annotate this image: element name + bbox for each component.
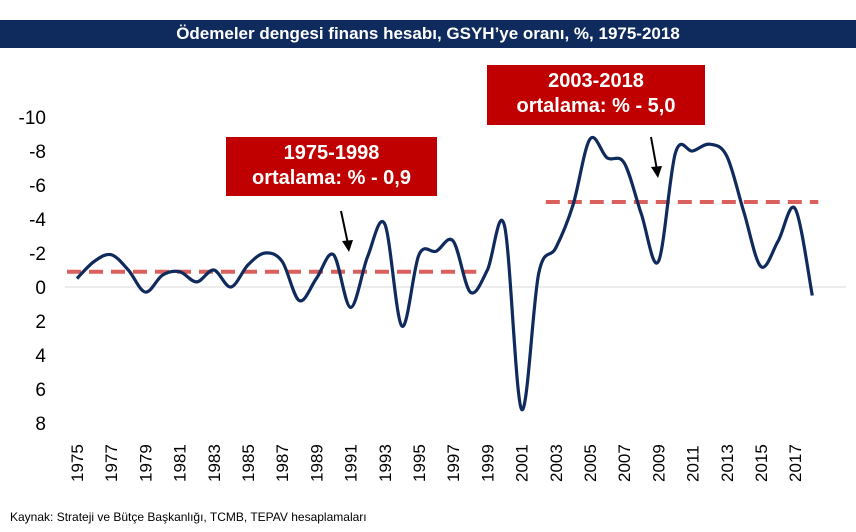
callout-2003-2018: 2003-2018 ortalama: % - 5,0 <box>487 65 705 125</box>
y-tick-label: 2 <box>35 312 46 333</box>
x-tick-label: 2011 <box>684 445 703 482</box>
x-tick-label: 1977 <box>102 444 121 482</box>
x-tick-label: 1975 <box>68 444 87 482</box>
series-group <box>75 135 814 412</box>
x-tick-label: 1997 <box>444 444 463 482</box>
chart-title: Ödemeler dengesi finans hesabı, GSYH’ye … <box>0 20 856 48</box>
callout-1975-1998: 1975-1998 ortalama: % - 0,9 <box>226 137 437 196</box>
y-tick-label: -8 <box>29 142 46 163</box>
x-tick-label: 2005 <box>581 444 600 482</box>
y-tick-label: -10 <box>19 108 46 129</box>
x-tick-label: 2001 <box>513 444 532 482</box>
y-tick-label: -6 <box>29 176 46 197</box>
callout-1975-1998-period: 1975-1998 <box>283 142 380 164</box>
x-tick-label: 1985 <box>239 444 258 482</box>
x-tick-label: 2003 <box>547 444 566 482</box>
x-tick-label: 1981 <box>171 444 190 482</box>
y-tick-label: 0 <box>35 278 46 299</box>
x-tick-label: 2007 <box>615 444 634 482</box>
arrow-shaft <box>340 210 349 245</box>
callout-2003-2018-period: 2003-2018 <box>548 70 644 92</box>
y-tick-label: 6 <box>35 380 46 401</box>
y-tick-label: 4 <box>35 346 46 367</box>
source-note: Kaynak: Strateji ve Bütçe Başkanlığı, TC… <box>10 510 367 524</box>
average-lines <box>67 200 819 274</box>
x-tick-label: 1989 <box>307 444 326 482</box>
arrow-head <box>342 240 353 252</box>
x-tick-label: 2009 <box>649 444 668 482</box>
y-tick-label: 8 <box>35 414 46 435</box>
callout-arrows <box>340 136 662 252</box>
x-tick-label: 1995 <box>410 444 429 482</box>
y-axis-labels: -10 -8 -6 -4 -2 0 2 4 6 8 <box>19 108 47 435</box>
x-axis-labels: 1975 1977 1979 1981 1983 1985 1987 1989 1991 1993… <box>68 444 805 482</box>
x-tick-label: 2013 <box>718 444 737 482</box>
arrow-shaft <box>650 136 658 171</box>
x-tick-label: 1979 <box>136 444 155 482</box>
x-tick-label: 1999 <box>478 444 497 482</box>
callout-2003-2018-average: ortalama: % - 5,0 <box>516 95 676 117</box>
x-tick-label: 1991 <box>342 444 361 482</box>
y-tick-label: -4 <box>29 210 46 231</box>
series-line <box>75 135 814 412</box>
x-tick-label: 1987 <box>273 444 292 482</box>
x-tick-label: 2017 <box>786 444 805 482</box>
callout-1975-1998-average: ortalama: % - 0,9 <box>252 167 411 189</box>
x-tick-label: 2015 <box>752 444 771 482</box>
x-tick-label: 1993 <box>376 444 395 482</box>
x-tick-label: 1983 <box>205 444 224 482</box>
arrow-head <box>651 166 662 178</box>
y-tick-label: -2 <box>29 244 46 265</box>
